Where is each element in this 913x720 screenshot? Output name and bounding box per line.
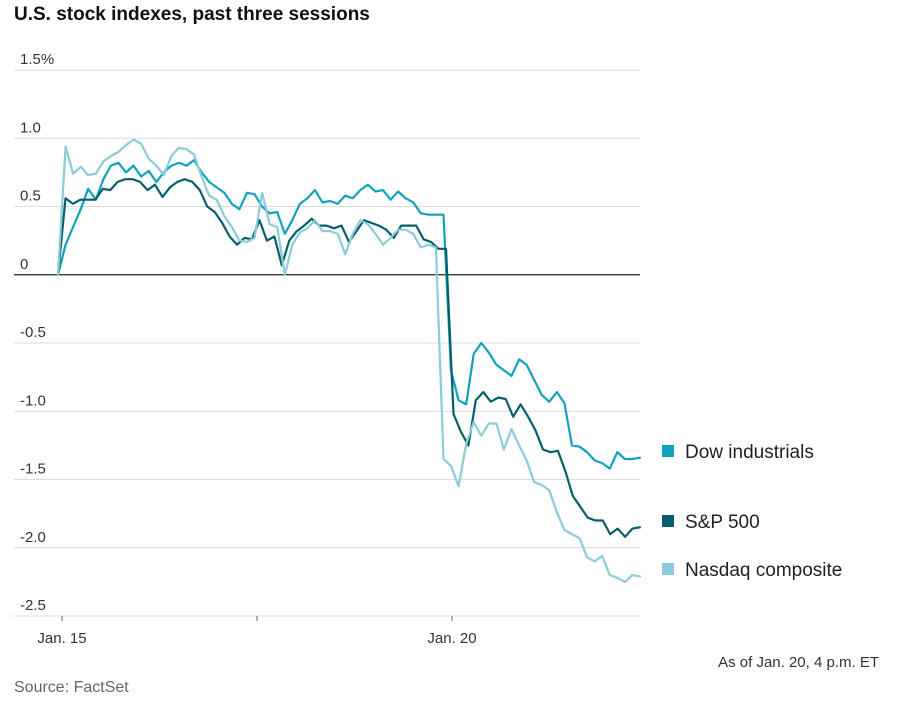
y-tick-label: 1.5% bbox=[20, 51, 54, 68]
source-note: Source: FactSet bbox=[14, 679, 129, 696]
y-tick-label: 0.5 bbox=[20, 188, 41, 205]
y-axis-tick-labels: 1.5% 1.0 0.5 0 -0.5 -1.0 -1.5 -2.0 -2.5 bbox=[20, 51, 54, 614]
legend: Dow industrials S&P 500 Nasdaq composite bbox=[662, 442, 842, 581]
legend-label-nasdaq-composite: Nasdaq composite bbox=[685, 560, 842, 581]
y-tick-label: -0.5 bbox=[20, 324, 46, 341]
chart-title: U.S. stock indexes, past three sessions bbox=[14, 4, 370, 25]
x-tick-label: Jan. 15 bbox=[37, 630, 86, 647]
line-chart: 1.5%1.00.50-0.5-1.0-1.5-2.0-2.5 Jan. 15 J… bbox=[14, 51, 842, 647]
timestamp-note: As of Jan. 20, 4 p.m. ET bbox=[718, 654, 879, 671]
x-tick-label: Jan. 20 bbox=[427, 630, 476, 647]
grid-lines bbox=[14, 69, 640, 617]
x-axis: Jan. 15 Jan. 20 bbox=[37, 616, 477, 647]
y-tick-label: -1.0 bbox=[20, 392, 46, 409]
legend-swatch-nasdaq-composite bbox=[662, 563, 674, 575]
y-tick-label: -2.0 bbox=[20, 529, 46, 546]
series-lines bbox=[56, 138, 642, 584]
legend-swatch-s-p-500 bbox=[662, 515, 674, 527]
series-line-nasdaq-composite bbox=[56, 138, 642, 584]
y-tick-label: -1.5 bbox=[20, 461, 46, 478]
series-line-dow-industrials bbox=[56, 159, 642, 470]
series-line-s-p-500 bbox=[56, 178, 642, 538]
legend-label-s-p-500: S&P 500 bbox=[685, 512, 760, 533]
legend-label-dow-industrials: Dow industrials bbox=[685, 442, 814, 463]
legend-swatch-dow-industrials bbox=[662, 445, 674, 457]
y-tick-label: 1.0 bbox=[20, 119, 41, 136]
y-tick-label: 0 bbox=[20, 256, 28, 273]
y-tick-label: -2.5 bbox=[20, 597, 46, 614]
